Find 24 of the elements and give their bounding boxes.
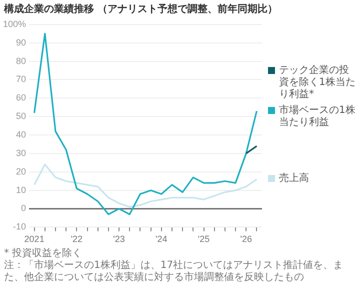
y-tick-label: 100% bbox=[2, 18, 26, 29]
y-tick-label: 80 bbox=[16, 56, 26, 66]
x-tick-label: 2021 bbox=[24, 234, 44, 244]
y-tick-label: 60 bbox=[16, 92, 26, 103]
y-tick-label: 20 bbox=[16, 166, 26, 176]
x-tick-label: '25 bbox=[198, 234, 210, 244]
legend-label: テック企業の投資を除く1株当たり利益* bbox=[279, 65, 356, 102]
x-tick-label: '22 bbox=[70, 234, 83, 244]
y-tick-label: 30 bbox=[16, 148, 26, 158]
y-tick-label: -10 bbox=[13, 222, 26, 232]
y-tick-label: 0 bbox=[21, 203, 26, 214]
y-tick-label: 10 bbox=[16, 184, 26, 195]
text: 注：「市場ベースの1株利益」は、17社についてはアナリスト推計値を、また、他企業については公表実績に対する市場調整値を反映したもの bbox=[4, 260, 344, 284]
x-tick-label: '23 bbox=[113, 234, 125, 244]
x-tick-label: '24 bbox=[156, 234, 168, 244]
legend-label: 売上高 bbox=[279, 173, 309, 186]
text: * 投資収益を除く bbox=[4, 248, 84, 260]
y-tick-label: 40 bbox=[16, 130, 26, 140]
legend-label: 市場ベースの1株当たり利益 bbox=[279, 105, 356, 130]
x-tick-label: '26 bbox=[240, 234, 252, 244]
chart-title: 構成企業の業績推移 （アナリスト予想で調整、前年同期比） bbox=[4, 2, 278, 16]
y-tick-label: 90 bbox=[16, 37, 26, 48]
y-tick-label: 70 bbox=[16, 74, 26, 84]
y-tick-label: 50 bbox=[16, 111, 26, 122]
